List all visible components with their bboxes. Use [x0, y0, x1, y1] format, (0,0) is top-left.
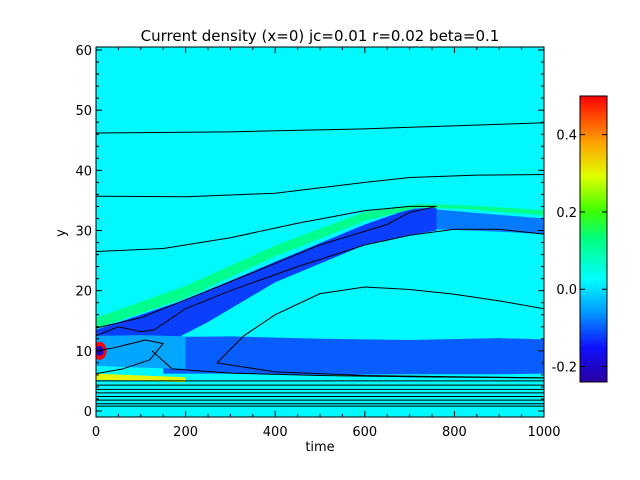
- x-tick-label-200: 200: [173, 425, 198, 440]
- contour-line-9: [96, 174, 544, 198]
- x-tick-label-1000: 1000: [527, 425, 560, 440]
- contour-line-14: [216, 286, 544, 364]
- x-axis-label: time: [305, 440, 334, 455]
- heatmap-band-4: [96, 204, 544, 329]
- x-tick-label-800: 800: [442, 425, 467, 440]
- contour-line-16: [151, 350, 544, 379]
- x-axis: 0 200 400 600 800 1000: [92, 47, 561, 440]
- plot-area: [96, 47, 544, 417]
- colorbar-tick-label-2: 0.2: [556, 206, 577, 221]
- y-tick-label-0: 0: [84, 405, 92, 420]
- heatmap-bands: [96, 204, 544, 383]
- x-tick-label-0: 0: [92, 425, 100, 440]
- y-tick-label-50: 50: [75, 104, 92, 119]
- y-tick-label-10: 10: [75, 345, 92, 360]
- y-tick-label-30: 30: [75, 224, 92, 239]
- heatmap-band-2: [436, 209, 544, 235]
- chart-title: Current density (x=0) jc=0.01 r=0.02 bet…: [141, 27, 500, 45]
- y-axis: 0 10 20 30 40 50 60: [75, 44, 544, 420]
- x-tick-label-600: 600: [352, 425, 377, 440]
- contour-line-13: [96, 339, 165, 375]
- contour-line-11: [96, 205, 437, 329]
- y-tick-label-20: 20: [75, 285, 92, 300]
- contour-line-10: [96, 205, 437, 253]
- colorbar-tick-label-0: -0.2: [552, 361, 577, 376]
- colorbar-tick-label-1: 0.0: [556, 283, 577, 298]
- heatmap-band-1: [163, 336, 544, 375]
- colorbar: [579, 95, 608, 383]
- y-axis-label: y: [54, 229, 69, 237]
- heatmap-band-5: [96, 373, 186, 383]
- contour-line-12: [96, 228, 544, 337]
- x-tick-label-400: 400: [263, 425, 288, 440]
- heatmap-band-0: [96, 207, 437, 366]
- heatmap-band-3: [96, 335, 186, 369]
- contour-lines: [96, 122, 544, 407]
- colorbar-tick-label-3: 0.4: [556, 129, 577, 144]
- contour-line-8: [96, 122, 544, 134]
- y-tick-label-60: 60: [75, 44, 92, 59]
- colorbar-axis: -0.2 0.0 0.2 0.4: [552, 129, 607, 376]
- y-tick-label-40: 40: [75, 164, 92, 179]
